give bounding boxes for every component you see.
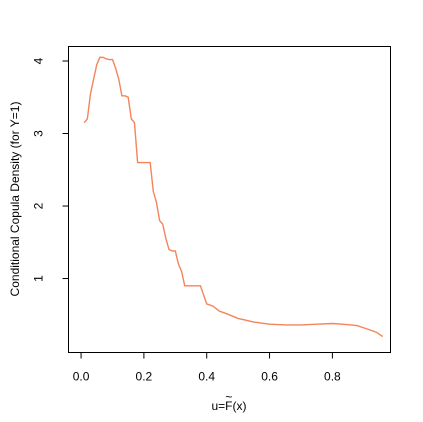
plot-frame [68,46,391,353]
y-tick-label: 2 [32,202,46,209]
x-tick-label: 0.4 [198,370,215,384]
y-axis-title: Conditional Copula Density (for Y=1) [8,102,22,297]
x-tick-label: 0.6 [261,370,278,384]
y-tick-label: 3 [32,130,46,137]
y-tick-label: 1 [32,275,46,282]
y-axis: 1 2 3 4 [32,57,69,282]
x-tick-label: 0.0 [73,370,90,384]
x-axis-title: u=F(x) [211,399,246,413]
density-line [83,56,384,338]
x-axis: 0.0 0.2 0.4 0.6 0.8 [73,352,341,384]
x-axis-title-accent: ~ [225,390,232,404]
y-tick-label: 4 [32,57,46,64]
x-tick-label: 0.2 [136,370,153,384]
x-tick-label: 0.8 [324,370,341,384]
